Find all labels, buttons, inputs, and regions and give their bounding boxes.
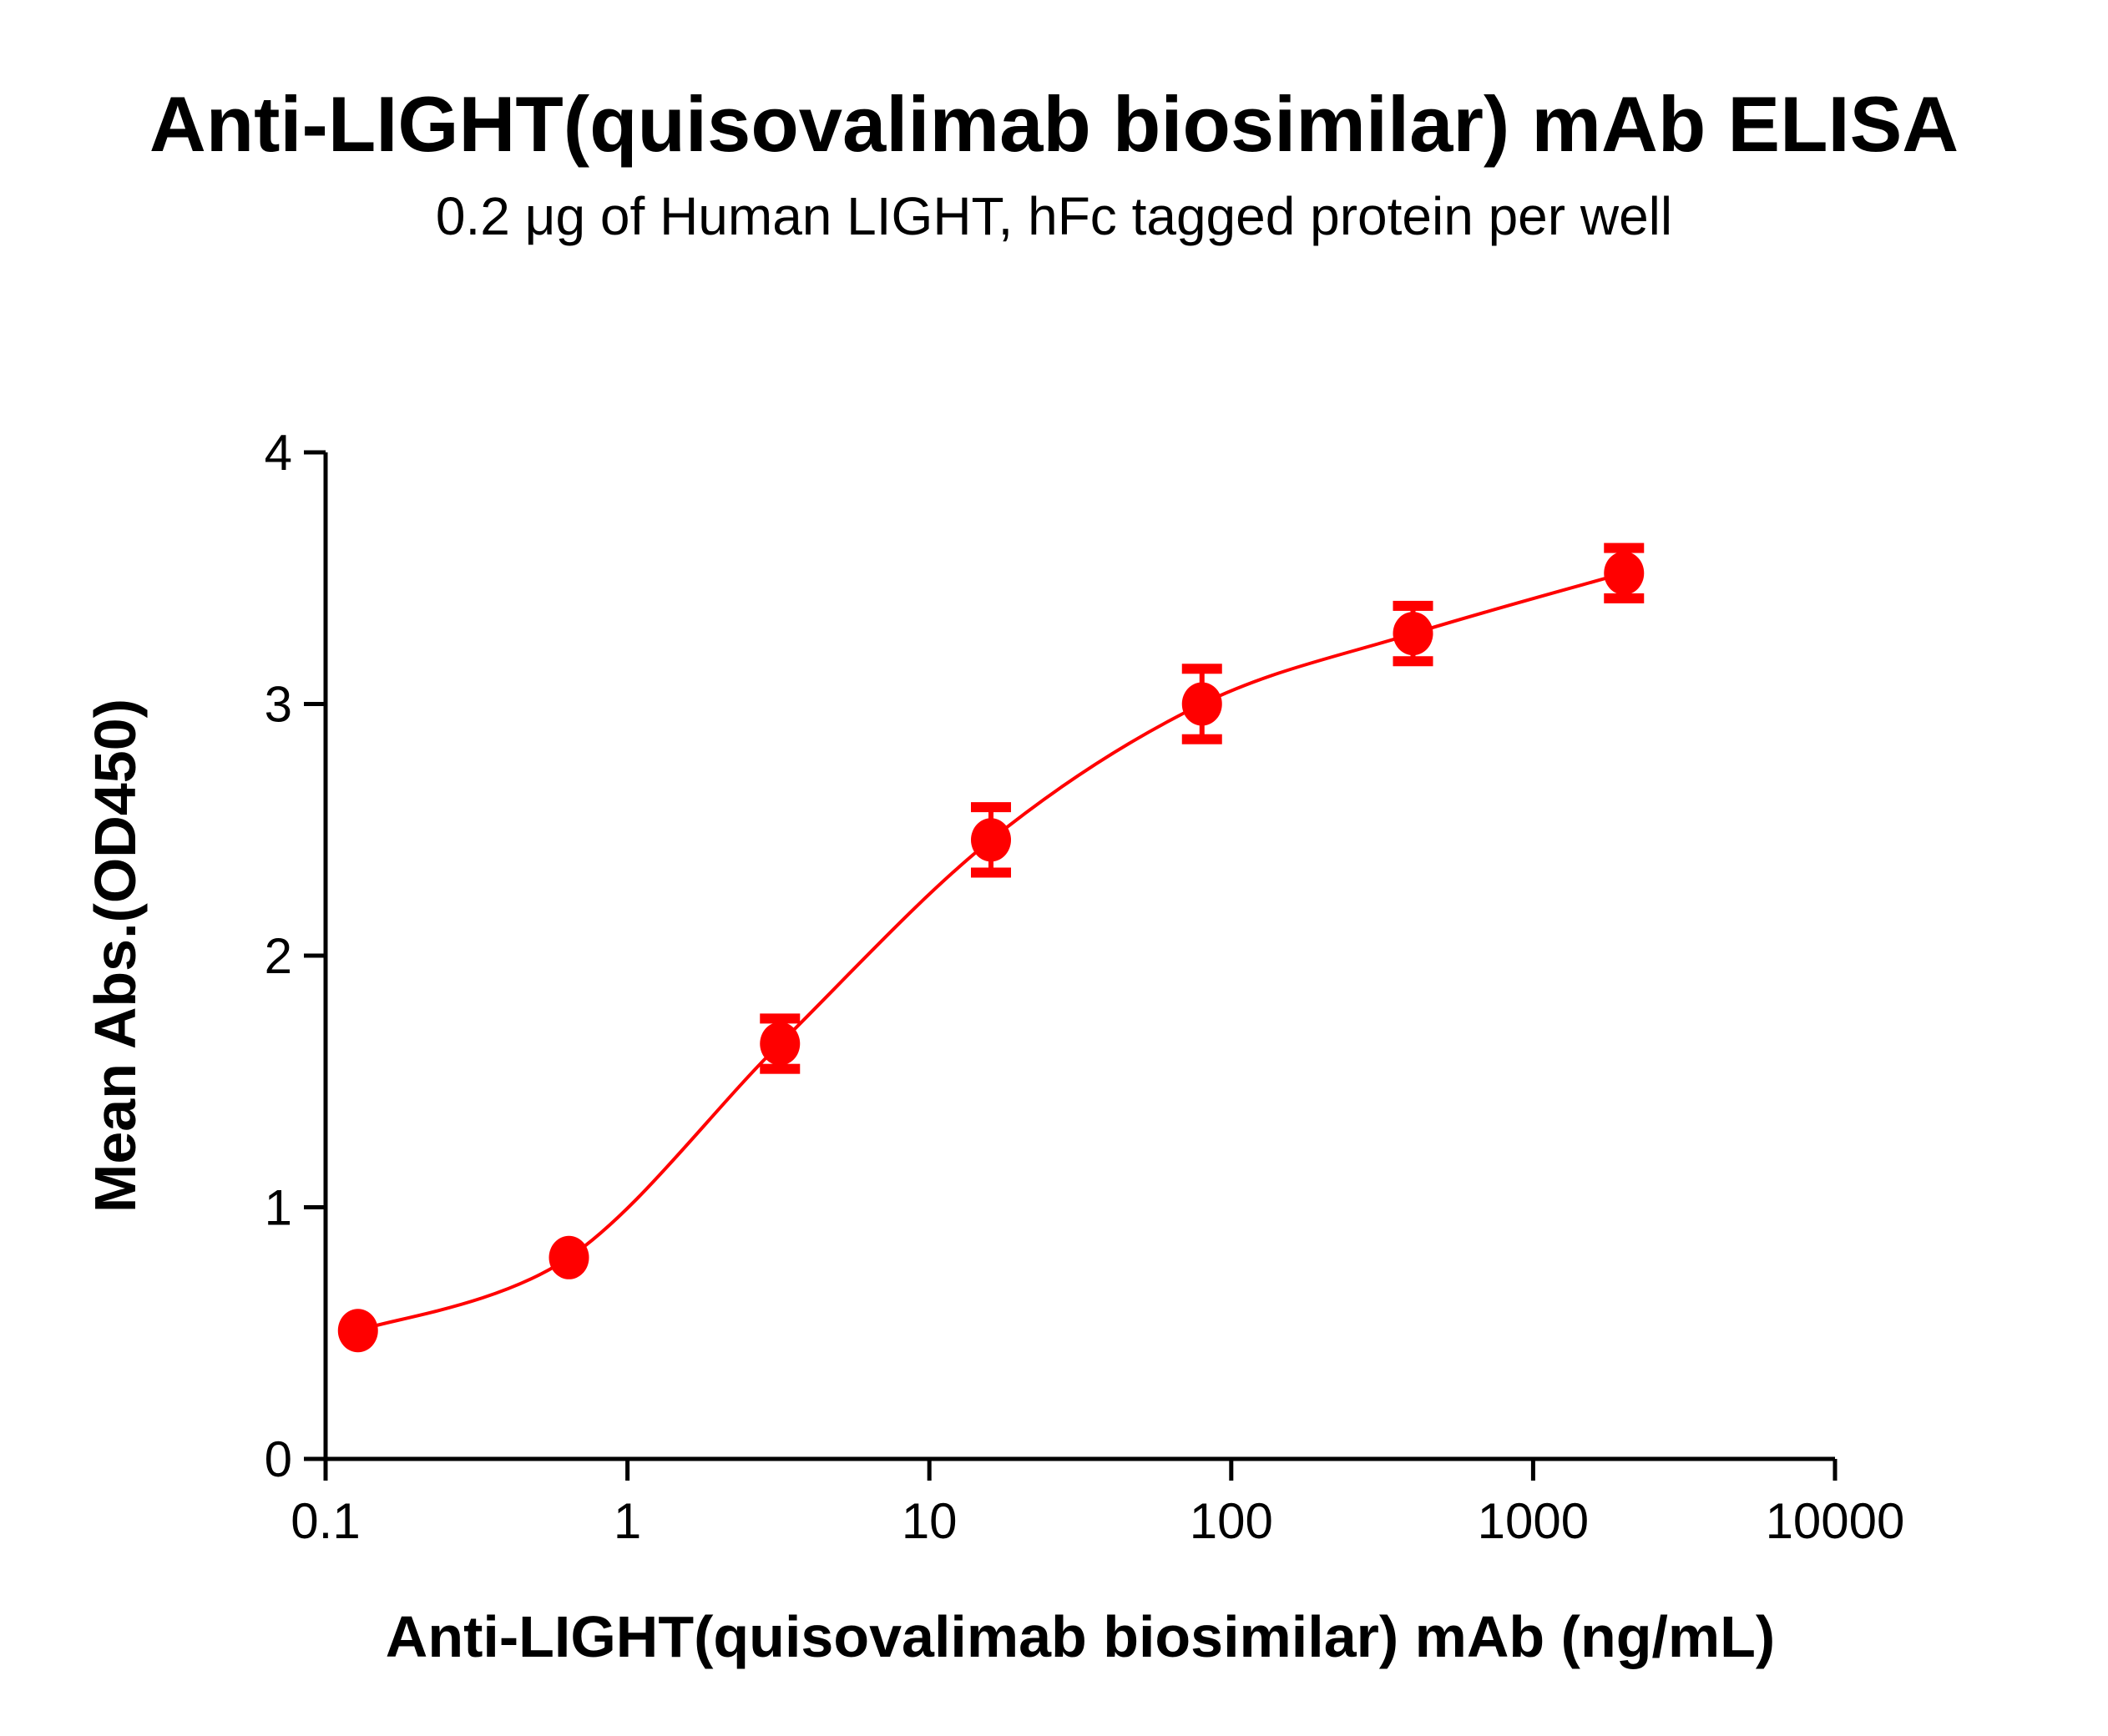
x-tick-label: 10000 (1766, 1493, 1905, 1549)
data-point (760, 1022, 801, 1066)
data-point (1181, 682, 1222, 726)
error-cap-top (1604, 542, 1645, 553)
error-cap-top (971, 802, 1012, 813)
y-tick-label: 0 (265, 1431, 292, 1487)
y-axis-label: Mean Abs.(OD450) (83, 699, 148, 1213)
data-point (971, 818, 1012, 862)
error-cap-bottom (1393, 656, 1433, 667)
data-point (337, 1309, 378, 1353)
error-cap-bottom (1604, 593, 1645, 603)
chart-subtitle: 0.2 μg of Human LIGHT, hFc tagged protei… (435, 186, 1673, 246)
error-cap-bottom (760, 1063, 801, 1074)
error-cap-bottom (971, 867, 1012, 878)
error-cap-top (1393, 600, 1433, 611)
error-cap-top (760, 1013, 801, 1024)
x-axis-label: Anti-LIGHT(quisovalimab biosimilar) mAb … (386, 1604, 1775, 1669)
axes: 0 1 2 3 4 0.1 1 10 100 1000 10000 (265, 425, 1905, 1549)
x-tick-label: 10 (902, 1493, 958, 1549)
y-tick-label: 1 (265, 1180, 292, 1236)
x-tick-label: 1000 (1478, 1493, 1589, 1549)
fit-curve (357, 571, 1625, 1333)
data-point (1393, 612, 1433, 656)
error-cap-top (1181, 664, 1222, 674)
error-cap-bottom (1181, 734, 1222, 744)
data-point (548, 1235, 589, 1279)
x-tick-label: 1 (614, 1493, 641, 1549)
fit-curve-group (357, 571, 1625, 1333)
y-tick-label: 3 (265, 677, 292, 733)
x-tick-label: 100 (1190, 1493, 1273, 1549)
data-point (1604, 551, 1645, 595)
y-tick-label: 4 (265, 425, 292, 481)
chart-title: Anti-LIGHT(quisovalimab biosimilar) mAb … (149, 80, 1959, 168)
x-tick-label: 0.1 (291, 1493, 360, 1549)
y-tick-label: 2 (265, 928, 292, 984)
data-points (337, 542, 1645, 1353)
